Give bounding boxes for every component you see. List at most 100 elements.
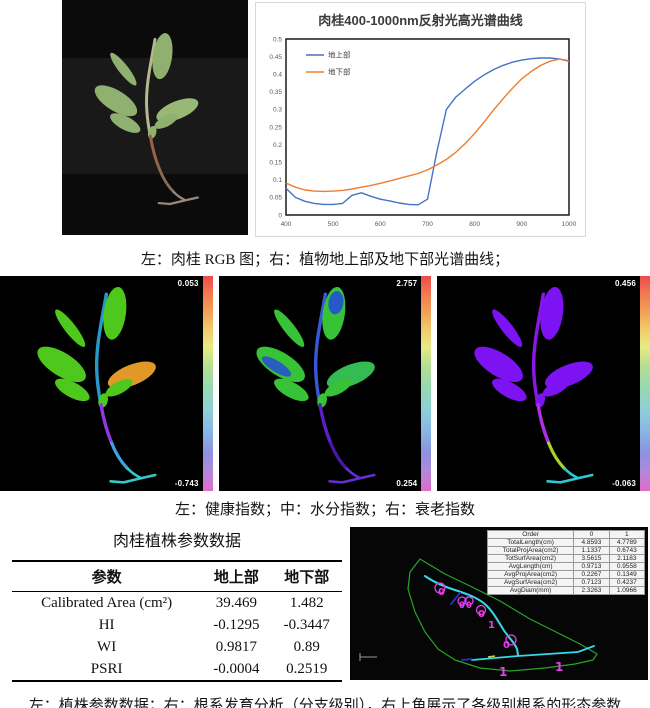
table-cell: 4.8593 bbox=[573, 538, 610, 547]
chart-title: 肉桂400-1000nm反射光高光谱曲线 bbox=[318, 13, 523, 28]
root-table-body: TotalLength(cm) 4.8593 4.7789 TotalProjArea… bbox=[486, 538, 646, 595]
table-cell: HI bbox=[98, 616, 115, 633]
water-index-panel: 2.757 0.254 bbox=[218, 276, 432, 491]
table-cell: 4.7789 bbox=[608, 538, 646, 547]
svg-text:900: 900 bbox=[516, 221, 527, 228]
table-row: AvgDiam(mm) 2.3263 1.0966 bbox=[486, 586, 646, 595]
table-cell: AvgLength(cm) bbox=[486, 562, 575, 571]
bottom-row: 肉桂植株参数数据 参数 地上部 地下部 Calibrated Area (cm²) 3… bbox=[0, 525, 650, 685]
plant-illustration bbox=[62, 0, 248, 235]
svg-text:0.2: 0.2 bbox=[273, 142, 282, 149]
table-cell: 0.6743 bbox=[608, 546, 646, 555]
table-cell: 2.1183 bbox=[608, 554, 646, 563]
svg-text:0.35: 0.35 bbox=[269, 89, 282, 96]
table-row: Calibrated Area (cm²) 39.469 1.482 bbox=[12, 592, 342, 615]
water-min-value: 0.254 bbox=[396, 479, 418, 488]
svg-text:700: 700 bbox=[422, 221, 433, 228]
table-cell: 0.9558 bbox=[608, 562, 646, 571]
index-panel-row: 0.053 -0.743 2.757 0.254 0.456 -0.063 bbox=[0, 276, 650, 491]
table-cell: -0.0004 bbox=[213, 660, 260, 677]
svg-text:0.4: 0.4 bbox=[273, 72, 282, 79]
table-row: TotalProjArea(cm2) 1.1337 0.6743 bbox=[486, 546, 646, 555]
svg-text:500: 500 bbox=[328, 221, 339, 228]
table-row: TotSurfArea(cm2) 3.5615 2.1183 bbox=[486, 554, 646, 563]
svg-text:0.1: 0.1 bbox=[273, 177, 282, 184]
parameter-table-body: Calibrated Area (cm²) 39.469 1.482 HI -0.129… bbox=[12, 592, 342, 682]
table-cell: AvgProjArea(cm2) bbox=[486, 570, 575, 579]
svg-text:400: 400 bbox=[281, 221, 292, 228]
table-cell: 0.9817 bbox=[215, 638, 258, 655]
svg-text:0.05: 0.05 bbox=[269, 195, 282, 202]
senescence-index-plant bbox=[437, 276, 650, 491]
spectral-chart-card: 肉桂400-1000nm反射光高光谱曲线 0 0.05 0.1 0.15 0.2 0.25… bbox=[255, 2, 586, 237]
water-colorbar bbox=[421, 276, 432, 491]
table-row: AvgSurfArea(cm2) 0.7123 0.4237 bbox=[486, 578, 646, 587]
scale-marker bbox=[359, 653, 377, 661]
table-cell: -0.3447 bbox=[283, 616, 330, 633]
order-label: 0 bbox=[503, 640, 510, 651]
svg-text:0.45: 0.45 bbox=[269, 54, 282, 61]
table-cell: 0.9713 bbox=[573, 562, 610, 571]
table-row: AvgProjArea(cm2) 0.2267 0.1349 bbox=[486, 570, 646, 579]
table-cell: 0.1349 bbox=[608, 570, 646, 579]
svg-text:0.15: 0.15 bbox=[269, 160, 282, 167]
column-header: 参数 bbox=[12, 561, 202, 592]
rgb-plant-image bbox=[62, 0, 248, 235]
table-cell: 1.482 bbox=[289, 594, 324, 611]
root-convex-hull-outline bbox=[407, 558, 598, 672]
table-cell: AvgSurfArea(cm2) bbox=[486, 578, 575, 587]
root-yellow-tick bbox=[487, 655, 496, 658]
table-cell: 0.7123 bbox=[573, 578, 610, 587]
root-bottom-trace bbox=[471, 645, 595, 661]
parameter-table-title: 肉桂植株参数数据 bbox=[112, 533, 241, 550]
health-min-value: -0.743 bbox=[174, 479, 199, 488]
column-header: 1 bbox=[608, 530, 646, 539]
column-header: Order bbox=[486, 530, 575, 539]
order-label: 1 bbox=[555, 660, 563, 674]
svg-text:600: 600 bbox=[375, 221, 386, 228]
svg-text:地下部: 地下部 bbox=[328, 67, 351, 77]
table-cell: 0.89 bbox=[293, 638, 320, 655]
svg-text:0.3: 0.3 bbox=[273, 107, 282, 114]
table-row: AvgLength(cm) 0.9713 0.9558 bbox=[486, 562, 646, 571]
table-cell: 1.1337 bbox=[573, 546, 610, 555]
svg-text:0.25: 0.25 bbox=[269, 124, 282, 131]
spectral-line-chart: 0 0.05 0.1 0.15 0.2 0.25 0.3 0.35 0.4 0.45 0.5 400 5… bbox=[269, 36, 577, 228]
health-index-panel: 0.053 -0.743 bbox=[0, 276, 213, 491]
senescence-min-value: -0.063 bbox=[612, 479, 637, 488]
table-cell: -0.1295 bbox=[213, 616, 260, 633]
water-max-value: 2.757 bbox=[396, 279, 418, 288]
root-main-trace bbox=[424, 575, 519, 656]
senescence-index-panel: 0.456 -0.063 bbox=[437, 276, 650, 491]
table-cell: 3.5615 bbox=[573, 554, 610, 563]
table-cell: PSRI bbox=[90, 660, 123, 677]
table-row: TotalLength(cm) 4.8593 4.7789 bbox=[486, 538, 646, 547]
health-index-plant bbox=[0, 276, 213, 491]
table-cell: TotalProjArea(cm2) bbox=[486, 546, 575, 555]
table-cell: 0.2519 bbox=[286, 660, 328, 677]
table-cell: AvgDiam(mm) bbox=[486, 586, 575, 595]
health-max-value: 0.053 bbox=[177, 279, 199, 288]
caption-index-row: 左：健康指数；中：水分指数；右：衰老指数 bbox=[174, 502, 475, 518]
parameter-table: 参数 地上部 地下部 Calibrated Area (cm²) 39.469 1.48… bbox=[12, 560, 342, 682]
table-cell: 0.4237 bbox=[608, 578, 646, 587]
top-row: 肉桂400-1000nm反射光高光谱曲线 0 0.05 0.1 0.15 0.2 0.25… bbox=[0, 0, 650, 240]
root-table-header: Order 0 1 bbox=[486, 530, 646, 539]
health-colorbar bbox=[202, 276, 213, 491]
order-label: 0 bbox=[459, 601, 465, 611]
order-label: 1 bbox=[499, 665, 507, 679]
table-cell: TotalLength(cm) bbox=[486, 538, 575, 547]
svg-text:1000: 1000 bbox=[562, 221, 577, 228]
order-label: 0 bbox=[466, 601, 472, 611]
table-cell: 1.0966 bbox=[608, 586, 646, 595]
caption-bottom-row: 左：植株参数数据；右：根系发育分析（分支级别），右上角展示了各级别根系的形态参数 bbox=[28, 698, 622, 708]
svg-text:0.5: 0.5 bbox=[273, 36, 282, 43]
svg-text:0: 0 bbox=[278, 212, 282, 219]
table-row: PSRI -0.0004 0.2519 bbox=[12, 658, 342, 681]
svg-text:800: 800 bbox=[469, 221, 480, 228]
column-header: 地上部 bbox=[201, 561, 272, 592]
table-cell: 0.2267 bbox=[573, 570, 610, 579]
